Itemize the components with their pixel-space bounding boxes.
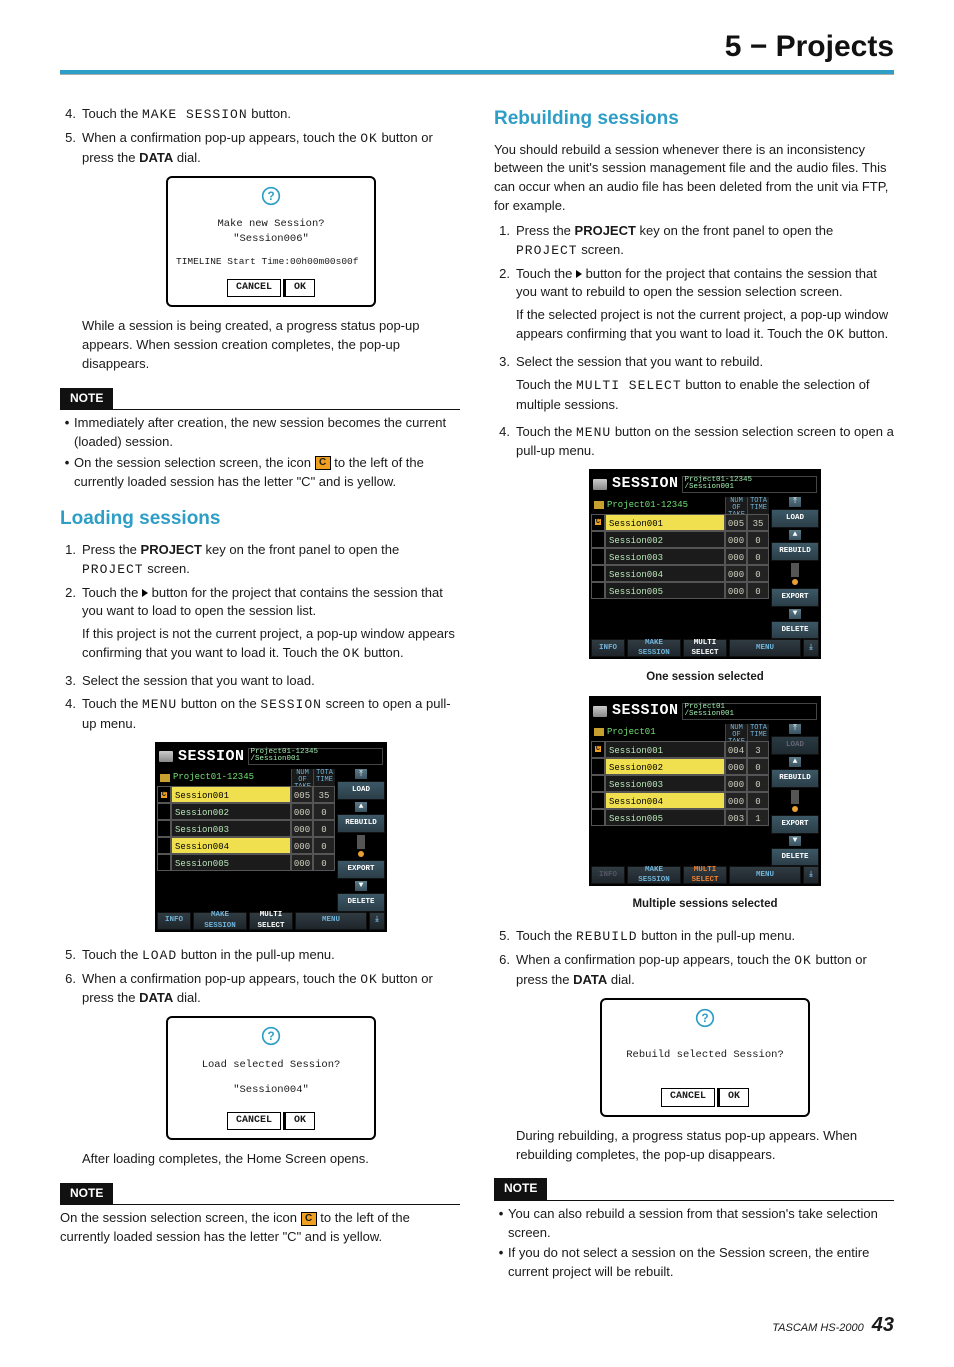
ok-button[interactable]: OK: [283, 1112, 315, 1131]
cancel-button[interactable]: CANCEL: [227, 1112, 281, 1131]
session-row[interactable]: Session0030000: [157, 820, 335, 837]
info-button[interactable]: INFO: [157, 912, 191, 930]
breadcrumb: Project01-12345/Session001: [248, 748, 383, 765]
question-icon: ?: [610, 1008, 800, 1034]
step-5-note: While a session is being created, a prog…: [82, 317, 460, 374]
loading-sessions-heading: Loading sessions: [60, 505, 460, 533]
project-name[interactable]: Project01-12345: [157, 769, 291, 786]
folder-icon: [593, 706, 607, 717]
scroll-up-icon[interactable]: ▲: [355, 802, 367, 812]
multi-select-button[interactable]: MULTI SELECT: [249, 912, 293, 930]
c-icon: C: [315, 456, 331, 470]
note-tag: NOTE: [494, 1178, 547, 1199]
dialog-line1: Make new Session?: [176, 217, 366, 232]
load-session-dialog: ? Load selected Session? "Session004" CA…: [166, 1016, 376, 1140]
step-4: 4. Touch the MAKE SESSION button.: [60, 105, 460, 125]
page-footer: TASCAM HS-2000 43: [60, 1314, 894, 1337]
session-screen-load: SESSION Project01-12345/Session001 Proje…: [155, 742, 387, 932]
cancel-button[interactable]: CANCEL: [227, 279, 281, 298]
session-row[interactable]: Session0040000: [157, 837, 335, 854]
ok-button[interactable]: OK: [717, 1088, 749, 1107]
rebuild-session-dialog: ? Rebuild selected Session? CANCELOK: [600, 998, 810, 1117]
export-button[interactable]: EXPORT: [337, 860, 385, 879]
delete-button[interactable]: DELETE: [337, 893, 385, 912]
session-logo: SESSION: [175, 746, 248, 768]
dialog-line2: "Session006": [176, 232, 366, 247]
svg-text:?: ?: [267, 1030, 274, 1043]
svg-text:?: ?: [267, 190, 274, 203]
product-name: TASCAM HS-2000: [772, 1322, 864, 1334]
question-icon: ?: [176, 186, 366, 212]
rebuilding-sessions-heading: Rebuilding sessions: [494, 105, 894, 133]
ok-button[interactable]: OK: [283, 279, 315, 298]
header-title: 5 − Projects: [725, 30, 894, 63]
left-column: 4. Touch the MAKE SESSION button. 5. Whe…: [60, 105, 460, 1284]
menu-button[interactable]: MENU: [295, 912, 367, 930]
load-button[interactable]: LOAD: [337, 781, 385, 800]
caption-one-selected: One session selected: [516, 669, 894, 686]
page-header: 5 − Projects: [60, 30, 894, 64]
scroll-down-icon[interactable]: ▼: [355, 881, 367, 891]
make-session-button[interactable]: MAKE SESSION: [193, 912, 247, 930]
right-column: Rebuilding sessions You should rebuild a…: [494, 105, 894, 1284]
session-row[interactable]: Session0020000: [157, 803, 335, 820]
scroll-top-icon[interactable]: ⤒: [355, 769, 367, 779]
dialog-line3: TIMELINE Start Time:00h00m00s00f: [176, 255, 366, 269]
c-icon: C: [301, 1212, 317, 1226]
scroll-bottom-icon[interactable]: ⤓: [369, 912, 385, 930]
note-tag: NOTE: [60, 388, 113, 409]
session-row[interactable]: Session0050000: [157, 854, 335, 871]
svg-text:?: ?: [701, 1012, 708, 1025]
make-session-dialog: ? Make new Session? "Session006" TIMELIN…: [166, 176, 376, 308]
session-screen-multi-selected: SESSION Project01/Session001 Project01NU…: [589, 696, 821, 886]
session-row[interactable]: CSession00100535: [157, 786, 335, 803]
note-tag: NOTE: [60, 1183, 113, 1204]
caption-multi-selected: Multiple sessions selected: [516, 896, 894, 913]
cancel-button[interactable]: CANCEL: [661, 1088, 715, 1107]
question-icon: ?: [176, 1026, 366, 1052]
rebuild-button[interactable]: REBUILD: [337, 814, 385, 833]
session-screen-one-selected: SESSION Project01-12345/Session001 Proje…: [589, 469, 821, 659]
step-5: 5. When a confirmation pop-up appears, t…: [60, 129, 460, 378]
header-rule: [60, 70, 894, 75]
folder-icon: [159, 751, 173, 762]
folder-icon: [593, 479, 607, 490]
page-number: 43: [872, 1314, 894, 1337]
